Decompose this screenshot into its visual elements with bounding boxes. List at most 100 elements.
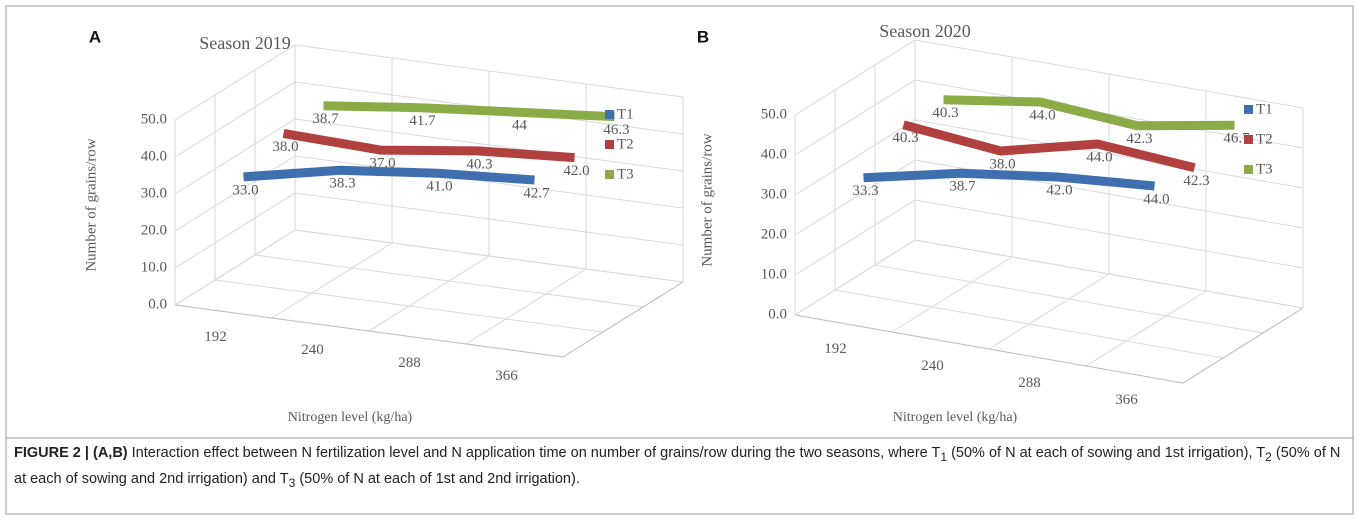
caption-text: Interaction effect between N fertilizati… — [127, 445, 941, 461]
legend-swatch — [1244, 135, 1253, 144]
y-tick-label: 50.0 — [761, 106, 787, 122]
value-label: 44 — [512, 118, 528, 134]
floor-line — [891, 256, 1013, 333]
grid-line — [174, 192, 296, 269]
y-tick-label: 20.0 — [141, 222, 167, 238]
value-label: 41.7 — [409, 113, 436, 129]
y-tick-label: 20.0 — [761, 226, 787, 242]
caption: FIGURE 2 | (A,B) Interaction effect betw… — [14, 442, 1349, 494]
floor-line — [988, 273, 1110, 350]
value-label: 42.3 — [1126, 131, 1152, 147]
floor-edge — [174, 304, 564, 358]
value-label: 40.3 — [466, 156, 492, 172]
floor-edge — [562, 281, 684, 358]
y-tick-label: 30.0 — [761, 186, 787, 202]
grid-line — [294, 118, 684, 172]
grid-line — [914, 79, 1304, 149]
grid-line — [174, 155, 296, 232]
caption-sub: 1 — [940, 449, 948, 464]
grid-line — [914, 119, 1304, 189]
value-label: 38.7 — [949, 179, 976, 195]
value-label: 40.3 — [892, 130, 918, 146]
floor-line — [254, 254, 644, 308]
floor-edge — [794, 314, 1184, 384]
floor-line — [465, 268, 587, 345]
series-ribbon — [863, 168, 1155, 191]
value-label: 38.0 — [272, 139, 298, 155]
caption-text: (50% of N at each of sowing and 2nd irri… — [14, 445, 1341, 487]
caption-label: FIGURE 2 | (A,B) — [14, 445, 128, 461]
grid-line — [294, 44, 684, 98]
y-tick-label: 40.0 — [761, 146, 787, 162]
legend-label: T1 — [617, 106, 634, 122]
floor-line — [874, 264, 1264, 334]
grid-line — [914, 239, 1304, 309]
x-tick-label: 192 — [824, 341, 847, 357]
value-label: 44.0 — [1143, 191, 1169, 207]
y-axis-label: Number of grains/row — [699, 133, 715, 266]
x-axis-label: Nitrogen level (kg/ha) — [893, 410, 1018, 425]
x-axis-label: Nitrogen level (kg/ha) — [288, 410, 413, 425]
figure-border — [5, 5, 1354, 515]
value-label: 44.0 — [1029, 107, 1055, 123]
legend-label: T2 — [1256, 131, 1273, 147]
legend-swatch — [1244, 105, 1253, 114]
x-tick-label: 192 — [204, 329, 227, 345]
value-label: 38.7 — [312, 111, 339, 127]
grid-line — [914, 199, 1304, 269]
value-label: 33.0 — [232, 182, 258, 198]
grid-line — [294, 229, 684, 283]
chart-title: Season 2020 — [879, 21, 971, 41]
value-label: 46.3 — [603, 122, 629, 138]
value-label: 46.7 — [1223, 131, 1250, 147]
panel-label: B — [697, 27, 709, 46]
legend-label: T3 — [1256, 161, 1273, 177]
caption-sub: 3 — [288, 475, 296, 490]
x-tick-label: 240 — [301, 342, 324, 358]
floor-line — [214, 279, 604, 333]
value-label: 38.0 — [989, 156, 1015, 172]
x-tick-label: 240 — [921, 358, 944, 374]
x-tick-label: 288 — [1018, 375, 1041, 391]
series-ribbon — [943, 95, 1235, 131]
value-label: 42.0 — [563, 163, 589, 179]
grid-line — [294, 192, 684, 246]
value-label: 41.0 — [426, 179, 452, 195]
y-tick-label: 10.0 — [141, 259, 167, 275]
grid-line — [794, 239, 916, 316]
y-tick-label: 30.0 — [141, 185, 167, 201]
legend-swatch — [605, 110, 614, 119]
grid-line — [174, 118, 296, 195]
floor-line — [271, 242, 393, 319]
floor-line — [834, 289, 1224, 359]
series-ribbon — [902, 120, 1196, 173]
y-tick-label: 40.0 — [141, 148, 167, 164]
y-tick-label: 0.0 — [768, 306, 787, 322]
value-label: 40.3 — [932, 105, 958, 121]
grid-line — [174, 44, 296, 121]
x-tick-label: 288 — [398, 355, 421, 371]
floor-line — [368, 255, 490, 332]
panel-label: A — [89, 27, 101, 46]
chart-title: Season 2019 — [199, 33, 291, 53]
grid-line — [294, 155, 684, 209]
y-tick-label: 50.0 — [141, 111, 167, 127]
floor-line — [1085, 290, 1207, 367]
caption-text: (50% of N at each of sowing and 1st irri… — [947, 445, 1266, 461]
series-ribbon — [323, 101, 615, 122]
floor-edge — [1182, 307, 1304, 384]
grid-line — [914, 39, 1304, 109]
y-tick-label: 10.0 — [761, 266, 787, 282]
grid-line — [794, 199, 916, 276]
caption-sub: 2 — [1265, 449, 1272, 464]
series-ribbon — [243, 165, 535, 185]
x-tick-label: 366 — [495, 368, 518, 384]
grid-line — [794, 79, 916, 156]
legend-swatch — [605, 140, 614, 149]
grid-line — [794, 39, 916, 116]
value-label: 42.3 — [1183, 173, 1209, 189]
grid-line — [794, 119, 916, 196]
legend-label: T1 — [1256, 101, 1273, 117]
